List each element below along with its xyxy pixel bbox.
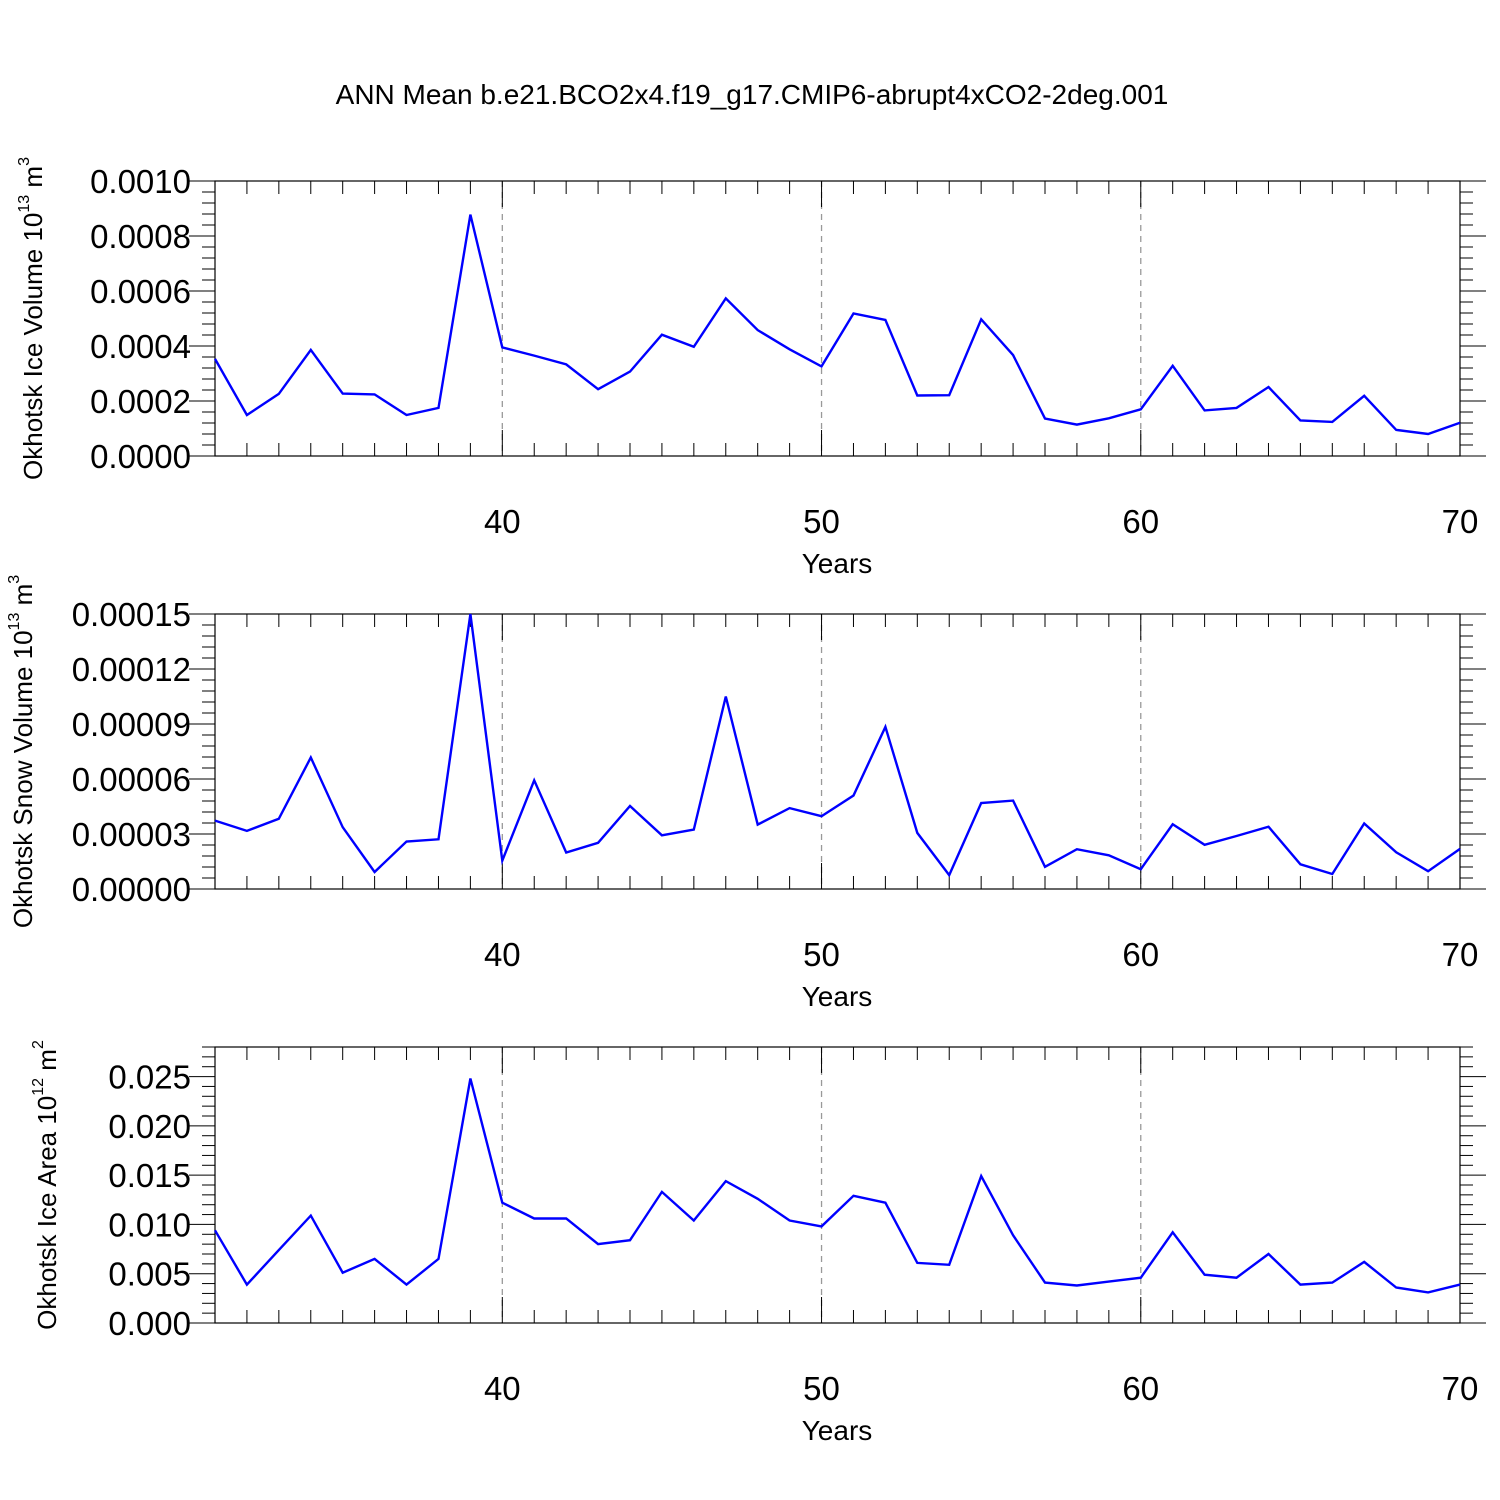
y-axis-label-text: Okhotsk Ice Volume 10 (18, 213, 48, 480)
x-tick-label: 40 (484, 503, 521, 540)
x-tick-label: 70 (1442, 503, 1479, 540)
plot-frame (214, 180, 1461, 457)
y-tick-label: 0.0010 (90, 163, 191, 200)
x-tick-label: 60 (1122, 936, 1159, 973)
x-tick-label: 40 (484, 1370, 521, 1407)
y-axis-label-exponent: 13 (16, 195, 33, 213)
x-tick-label: 60 (1122, 503, 1159, 540)
x-axis-label: Years (802, 1415, 873, 1446)
x-tick-label: 70 (1442, 1370, 1479, 1407)
x-axis-label: Years (802, 981, 873, 1012)
x-tick-label: 60 (1122, 1370, 1159, 1407)
y-axis-label: Okhotsk Snow Volume 1013 m3 (6, 575, 38, 928)
x-tick-label: 70 (1442, 936, 1479, 973)
y-tick-label: 0.000 (108, 1305, 191, 1342)
y-tick-label: 0.010 (108, 1206, 191, 1243)
y-tick-label: 0.00000 (72, 871, 191, 908)
series-line (214, 613, 1461, 878)
y-axis-label-text: Okhotsk Snow Volume 10 (8, 630, 38, 928)
plot-frame (214, 1046, 1461, 1324)
y-tick-label: 0.0004 (90, 328, 191, 365)
y-tick-label: 0.00015 (72, 596, 191, 633)
y-tick-label: 0.00006 (72, 761, 191, 798)
y-axis-label-text: Okhotsk Ice Area 10 (32, 1096, 62, 1330)
y-tick-label: 0.025 (108, 1059, 191, 1096)
figure-title: ANN Mean b.e21.BCO2x4.f19_g17.CMIP6-abru… (336, 79, 1169, 110)
y-axis-label-unit: m (8, 584, 38, 613)
chart-panel-3: 0.000 0.005 0.010 0.015 0.020 0.025 40 50 60 70 Ye… (30, 1040, 1486, 1446)
y-tick-label: 0.00009 (72, 706, 191, 743)
y-axis-label-unit-exponent: 3 (16, 157, 33, 166)
plot-frame (214, 613, 1461, 890)
series-line (213, 214, 1461, 436)
chart-panel-2: 0.00000 0.00003 0.00006 0.00009 0.00012 0.000… (6, 575, 1486, 1012)
y-tick-label: 0.0002 (90, 383, 191, 420)
y-tick-label: 0.00012 (72, 651, 191, 688)
y-tick-label: 0.005 (108, 1256, 191, 1293)
y-axis-label-exponent: 13 (6, 613, 23, 631)
y-axis-label-unit: m (18, 166, 48, 195)
x-tick-label: 50 (803, 1370, 840, 1407)
y-tick-label: 0.015 (108, 1157, 191, 1194)
y-tick-label: 0.0008 (90, 218, 191, 255)
series-line (213, 1078, 1461, 1294)
x-tick-label: 40 (484, 936, 521, 973)
chart-panel-1: 0.0000 0.0002 0.0004 0.0006 0.0008 0.0010 40 50… (16, 157, 1486, 579)
y-axis-label-unit-exponent: 2 (30, 1040, 47, 1049)
y-axis-label: Okhotsk Ice Volume 1013 m3 (16, 157, 48, 480)
y-axis-label-unit: m (32, 1049, 62, 1078)
y-tick-label: 0.0006 (90, 273, 191, 310)
y-axis-label-unit-exponent: 3 (6, 575, 23, 584)
x-tick-label: 50 (803, 936, 840, 973)
x-axis-label: Years (802, 548, 873, 579)
y-axis-label: Okhotsk Ice Area 1012 m2 (30, 1040, 62, 1330)
x-tick-label: 50 (803, 503, 840, 540)
y-tick-label: 0.020 (108, 1108, 191, 1145)
y-tick-label: 0.0000 (90, 438, 191, 475)
y-tick-label: 0.00003 (72, 816, 191, 853)
y-axis-label-exponent: 12 (30, 1078, 47, 1096)
